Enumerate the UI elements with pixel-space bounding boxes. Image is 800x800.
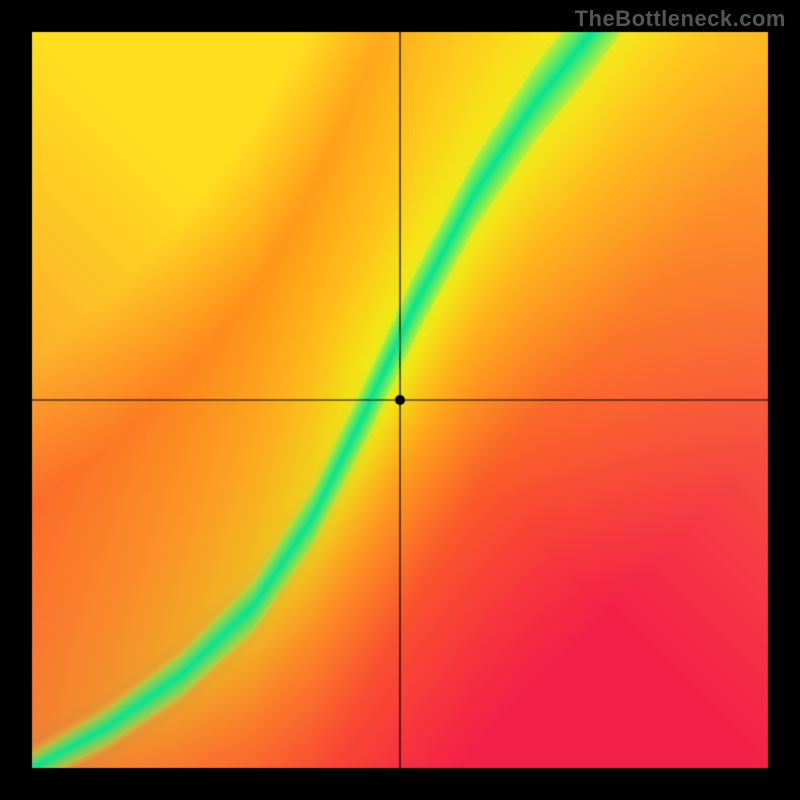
heatmap-canvas [0, 0, 800, 800]
watermark-text: TheBottleneck.com [575, 6, 786, 32]
chart-container: TheBottleneck.com [0, 0, 800, 800]
